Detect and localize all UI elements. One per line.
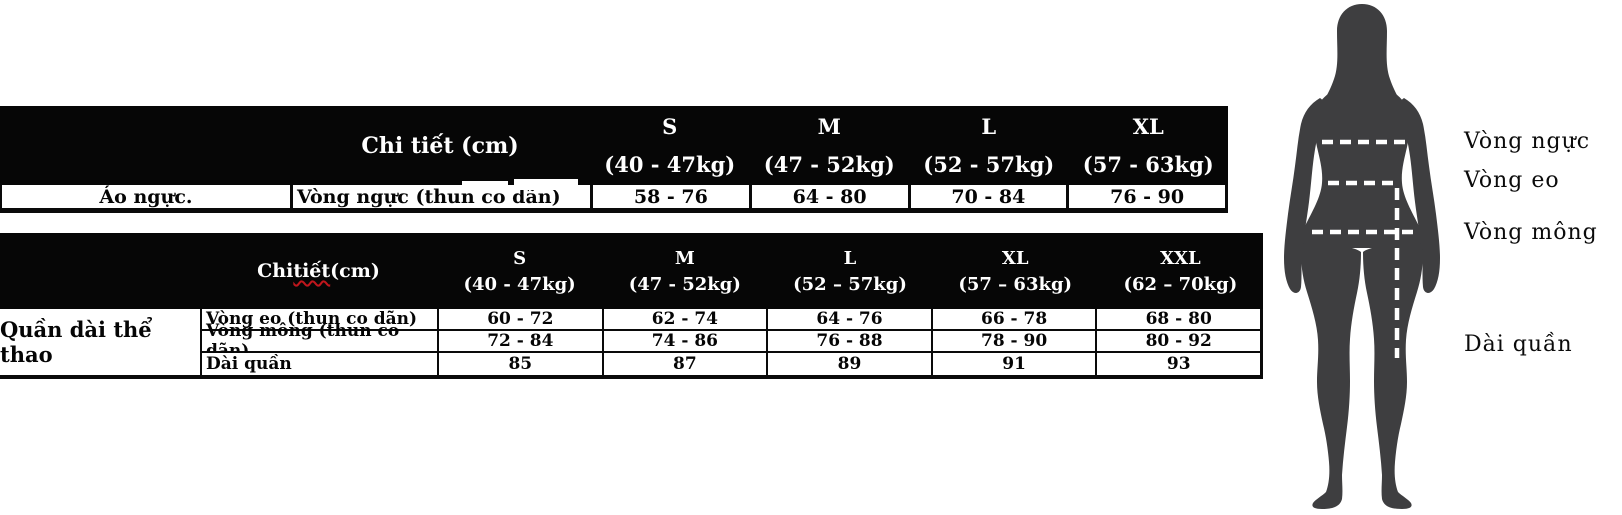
pants-size-col-s: S (40 - 47kg) [437,233,602,309]
size-letter: XL [1132,114,1164,139]
pants-length-xxl: 93 [1095,353,1260,375]
label-waist: Vòng eo [1464,168,1560,193]
label-bust: Vòng ngực [1464,129,1591,154]
pants-size-col-xl: XL (57 – 63kg) [933,233,1098,309]
pants-waist-xl: 66 - 78 [930,309,1096,331]
pants-table-size-columns: S (40 - 47kg) M (47 - 52kg) L (52 – 57kg… [437,233,1263,309]
size-weight: (47 - 52kg) [628,273,741,295]
pants-size-col-l: L (52 – 57kg) [767,233,932,309]
silhouette-left-leg [1301,243,1361,509]
pants-hip-s: 72 - 84 [437,331,602,353]
pants-detail-length: Dài quần [200,353,437,375]
bra-value-xl: 76 - 90 [1066,185,1225,208]
bra-size-col-xl: XL (57 - 63kg) [1069,106,1229,185]
pants-waist-xxl: 68 - 80 [1095,309,1260,331]
size-letter: XL [1001,247,1029,269]
pants-length-s: 85 [437,353,602,375]
silhouette-right-arm [1398,98,1440,293]
label-pant-length: Dài quần [1464,332,1573,357]
size-letter: L [981,114,997,139]
bra-table-header-band [0,106,1228,185]
pants-table-rows: Vòng eo (thun co dãn) 60 - 72 62 - 74 64… [200,309,1263,375]
size-weight: (52 - 57kg) [923,152,1055,177]
pants-table-header-band [0,233,1263,309]
body-silhouette-diagram [1284,4,1440,509]
size-weight: (40 - 47kg) [463,273,576,295]
whiteout-artifact [462,181,508,190]
size-weight: (52 – 57kg) [793,273,907,295]
size-letter: S [662,114,678,139]
size-weight: (40 - 47kg) [604,152,736,177]
pants-hip-xl: 78 - 90 [930,331,1096,353]
silhouette-head [1324,4,1400,101]
pants-group-cell: Quần dài thể thao [0,317,152,367]
header-text-prefix: Chi [257,260,294,282]
size-letter: S [513,247,527,269]
bra-group-cell: Áo ngực. [99,185,193,208]
bra-detail-cell: Vòng ngực (thun co dãn) [290,185,590,208]
bra-table-header-label: Chi tiết (cm) [361,132,519,159]
pants-waist-s: 60 - 72 [437,309,602,331]
size-weight: (57 – 63kg) [958,273,1073,295]
whiteout-artifact [514,179,578,190]
pants-hip-m: 74 - 86 [601,331,767,353]
silhouette-left-arm [1284,98,1326,293]
bra-table-size-columns: S (40 - 47kg) M (47 - 52kg) L (52 - 57kg… [590,106,1228,185]
silhouette-right-leg [1363,243,1423,509]
size-letter: L [843,247,857,269]
size-weight: (57 - 63kg) [1082,152,1214,177]
pants-length-l: 89 [766,353,931,375]
bra-table-row: Áo ngực. Vòng ngực (thun co dãn) 58 - 76… [0,185,1228,213]
bra-value-s: 58 - 76 [590,185,749,208]
size-letter: XXL [1160,247,1201,269]
pants-length-m: 87 [601,353,767,375]
pants-detail-waist: Vòng eo (thun co dãn) [200,309,437,331]
header-text-suffix: (cm) [330,260,380,282]
pants-hip-xxl: 80 - 92 [1095,331,1260,353]
pants-hip-l: 76 - 88 [766,331,931,353]
pants-waist-m: 62 - 74 [601,309,767,331]
size-weight: (62 – 70kg) [1123,273,1238,295]
size-weight: (47 - 52kg) [763,152,895,177]
pants-size-col-xxl: XXL (62 – 70kg) [1098,233,1263,309]
bra-size-col-m: M (47 - 52kg) [750,106,910,185]
pants-table-bottom-border [0,375,1263,379]
pants-size-col-m: M (47 - 52kg) [602,233,767,309]
silhouette-torso [1300,84,1424,248]
label-hip: Vòng mông [1464,220,1598,245]
pants-table-header-label: Chi tiết (cm) [200,233,437,309]
bra-size-col-l: L (52 - 57kg) [909,106,1069,185]
bra-value-m: 64 - 80 [748,185,908,208]
size-letter: M [674,247,695,269]
spellcheck-marked-word: tiết [293,260,331,282]
pants-detail-hip: Vòng mông (thun co dãn) [200,321,437,361]
pants-length-xl: 91 [930,353,1096,375]
bra-value-l: 70 - 84 [907,185,1067,208]
size-letter: M [817,114,841,139]
pants-waist-l: 64 - 76 [766,309,931,331]
bra-size-col-s: S (40 - 47kg) [590,106,750,185]
